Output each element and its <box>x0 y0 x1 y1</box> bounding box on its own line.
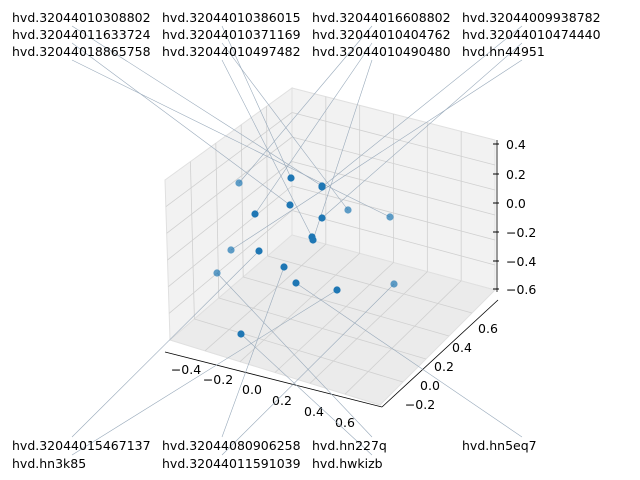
label-leader-line <box>71 59 391 218</box>
z-gridline <box>291 185 496 241</box>
label-leader-line <box>221 25 292 179</box>
data-point <box>292 279 300 287</box>
z-tick-label: −0.6 <box>506 282 536 297</box>
label-leader-line <box>312 59 373 241</box>
z-tick-label: −0.4 <box>506 254 536 269</box>
x-tick-label: 0.6 <box>335 415 355 430</box>
data-point <box>280 263 288 271</box>
z-tick-label: 0.4 <box>506 137 526 152</box>
label-leader-line <box>221 283 395 456</box>
x-gridline <box>274 262 394 373</box>
z-tick-label: −0.2 <box>506 225 536 240</box>
point-label: hvd.32044010497482 <box>162 44 301 59</box>
point-label: hvd.32044010386015 <box>162 10 301 25</box>
data-point <box>237 330 245 338</box>
x-axis-line <box>164 351 383 408</box>
point-label: hvd.32044080906258 <box>162 438 301 453</box>
y-gridline <box>267 255 473 314</box>
y-axis-line <box>381 299 499 408</box>
label-leader-line <box>230 59 523 251</box>
label-leader-line <box>71 250 260 438</box>
y-tick-label: 0.6 <box>478 321 498 336</box>
x-tick-label: 0.2 <box>272 393 292 408</box>
point-label: hvd.32044009938782 <box>462 10 601 25</box>
z-gridline <box>168 210 293 314</box>
data-point <box>255 247 263 255</box>
z-gridline <box>291 210 496 266</box>
x-gridline <box>204 243 327 352</box>
z-gridline <box>166 136 293 234</box>
label-leader-line <box>321 25 523 188</box>
label-leader-line <box>216 272 373 438</box>
data-point <box>318 183 326 191</box>
x-tick-label: −0.2 <box>203 372 233 387</box>
data-point <box>235 179 243 187</box>
z-tick-label: 0.0 <box>506 196 526 211</box>
data-point <box>386 213 394 221</box>
point-label: hvd.32044010474440 <box>462 27 601 42</box>
z-tick-label: 0.2 <box>506 167 526 182</box>
label-leader-line <box>321 42 523 219</box>
data-point <box>287 174 295 182</box>
data-point <box>318 214 326 222</box>
x-gridline <box>309 271 428 384</box>
z-gridline <box>168 185 293 287</box>
point-label: hvd.hn3k85 <box>12 456 86 471</box>
point-label: hvd.32044016608802 <box>312 10 451 25</box>
label-leader-line <box>71 25 323 187</box>
point-label: hvd.hn44951 <box>462 44 545 59</box>
data-point <box>227 246 235 254</box>
label-leader-line <box>238 25 373 184</box>
data-point <box>286 201 294 209</box>
point-label: hvd.32044015467137 <box>12 438 151 453</box>
data-point <box>213 269 221 277</box>
point-label: hvd.hn227q <box>312 438 387 453</box>
y-gridline <box>194 318 404 383</box>
label-leader-line <box>254 42 373 215</box>
data-point <box>344 206 352 214</box>
label-leader-line <box>295 282 523 438</box>
z-gridline <box>291 161 496 216</box>
data-point <box>390 280 398 288</box>
point-label: hvd.32044011633724 <box>12 27 151 42</box>
y-tick-label: 0.2 <box>434 359 454 374</box>
x-gridline <box>344 280 462 395</box>
label-leader-line <box>221 59 313 238</box>
y-gridline <box>243 276 450 337</box>
label-leader-line <box>240 333 373 456</box>
y-tick-label: 0.4 <box>452 340 472 355</box>
x-gridline <box>239 253 360 362</box>
label-leader-line <box>71 42 291 206</box>
data-point <box>333 286 341 294</box>
z-gridline <box>167 161 293 261</box>
data-point <box>309 236 317 244</box>
y-gridline <box>218 297 427 360</box>
x-tick-label: −0.4 <box>171 362 201 377</box>
point-label: hvd.32044010490480 <box>312 44 451 59</box>
y-tick-label: −0.2 <box>405 397 435 412</box>
point-label: hvd.hwkizb <box>312 456 383 471</box>
y-tick-label: 0.0 <box>420 378 440 393</box>
point-label: hvd.hn5eq7 <box>462 438 537 453</box>
point-label: hvd.32044011591039 <box>162 456 301 471</box>
x-tick-label: 0.4 <box>304 404 324 419</box>
point-label: hvd.32044010404762 <box>312 27 451 42</box>
x-tick-label: 0.0 <box>242 382 262 397</box>
z-gridline <box>291 112 496 166</box>
label-leader-line <box>71 289 338 456</box>
label-leader-line <box>221 266 285 438</box>
label-leader-line <box>221 42 349 211</box>
data-point <box>251 210 259 218</box>
point-label: hvd.32044018865758 <box>12 44 151 59</box>
point-label: hvd.32044010308802 <box>12 10 151 25</box>
z-gridline <box>291 136 496 191</box>
point-label: hvd.32044010371169 <box>162 27 301 42</box>
